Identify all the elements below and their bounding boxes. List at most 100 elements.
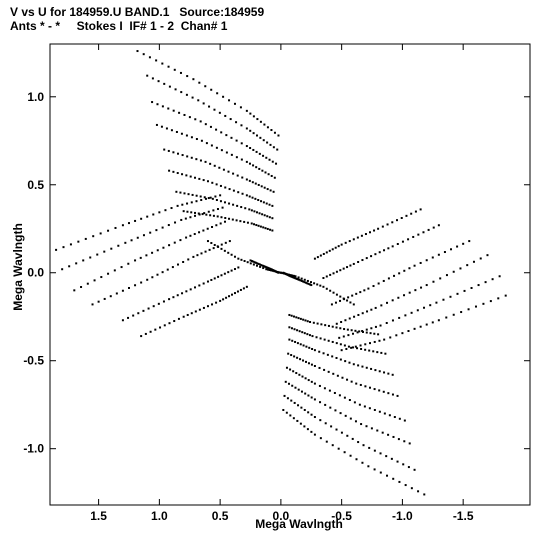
data-point: [151, 251, 154, 254]
data-point: [223, 272, 226, 275]
data-point: [348, 399, 351, 402]
data-point: [121, 224, 124, 227]
data-point: [215, 128, 218, 131]
data-point: [396, 219, 398, 222]
data-point: [432, 280, 435, 283]
data-point: [360, 347, 363, 350]
data-point: [331, 444, 334, 447]
data-point: [374, 369, 377, 372]
data-point: [130, 239, 133, 242]
data-point: [268, 158, 271, 161]
data-point: [268, 203, 271, 206]
data-point: [319, 254, 322, 257]
data-point: [297, 276, 300, 279]
data-point: [463, 289, 466, 292]
data-point: [188, 116, 191, 119]
x-tick-label: -0.5: [331, 509, 352, 523]
data-point: [291, 274, 294, 277]
data-point: [427, 228, 430, 231]
data-point: [376, 351, 379, 354]
y-axis-label: Mega Wavlngth: [11, 223, 25, 311]
data-point: [363, 405, 366, 408]
data-point: [299, 358, 302, 361]
data-point: [282, 408, 285, 411]
data-point: [194, 118, 197, 121]
data-point: [323, 338, 326, 341]
plot-title: V vs U for 184959.U BAND.1 Source:184959: [10, 5, 265, 19]
data-point: [110, 247, 113, 250]
data-point: [407, 330, 410, 332]
y-tick-label: 0.5: [27, 178, 44, 192]
data-point: [229, 118, 232, 121]
data-point: [340, 243, 343, 246]
data-point: [205, 142, 208, 145]
data-point: [330, 425, 333, 428]
data-point: [359, 344, 362, 347]
data-point: [97, 300, 100, 303]
data-point: [342, 267, 345, 270]
data-point: [339, 327, 342, 330]
data-point: [174, 221, 177, 224]
data-point: [310, 396, 313, 399]
data-point: [216, 208, 219, 211]
data-point: [224, 217, 227, 219]
data-point: [190, 201, 193, 204]
data-point: [225, 151, 228, 154]
data-point: [311, 347, 314, 350]
data-point: [68, 265, 71, 268]
data-point: [260, 185, 263, 188]
data-point: [254, 197, 257, 200]
data-point: [329, 406, 332, 409]
data-point: [348, 317, 351, 320]
data-point: [383, 249, 386, 252]
data-point: [167, 149, 170, 152]
data-point: [271, 217, 274, 220]
data-point: [200, 252, 203, 255]
data-point: [194, 176, 197, 179]
data-point: [210, 88, 213, 91]
data-point: [331, 248, 334, 251]
data-point: [134, 259, 137, 262]
data-point: [295, 372, 298, 375]
data-point: [338, 336, 341, 339]
data-point: [127, 262, 130, 265]
data-point: [248, 179, 251, 182]
data-point: [293, 401, 296, 404]
data-point: [392, 435, 395, 438]
data-point: [307, 282, 310, 285]
data-point: [310, 363, 313, 366]
data-point: [203, 196, 206, 199]
data-point: [248, 195, 251, 198]
data-point: [185, 93, 188, 96]
data-point: [173, 241, 176, 244]
data-point: [185, 290, 188, 293]
data-point: [215, 301, 218, 304]
data-point: [194, 214, 197, 217]
data-point: [316, 322, 319, 325]
data-point: [230, 269, 233, 272]
data-point: [329, 289, 332, 292]
data-point: [350, 346, 353, 349]
data-point: [358, 330, 361, 333]
data-point: [343, 344, 346, 347]
data-point: [378, 251, 381, 254]
data-point: [304, 392, 307, 395]
data-point: [351, 437, 354, 440]
data-point: [349, 264, 352, 267]
data-point: [369, 332, 372, 335]
data-point: [346, 299, 349, 302]
data-point: [299, 279, 302, 282]
data-point: [307, 379, 310, 382]
data-point: [378, 389, 381, 392]
data-point: [387, 277, 390, 280]
data-point: [279, 271, 282, 274]
data-point: [400, 217, 403, 219]
data-point: [210, 144, 213, 147]
data-point: [185, 174, 188, 177]
data-point: [173, 68, 176, 71]
data-point: [405, 214, 408, 217]
data-point: [334, 246, 337, 249]
data-point: [346, 266, 349, 269]
data-point: [255, 134, 258, 137]
data-point: [258, 152, 261, 155]
